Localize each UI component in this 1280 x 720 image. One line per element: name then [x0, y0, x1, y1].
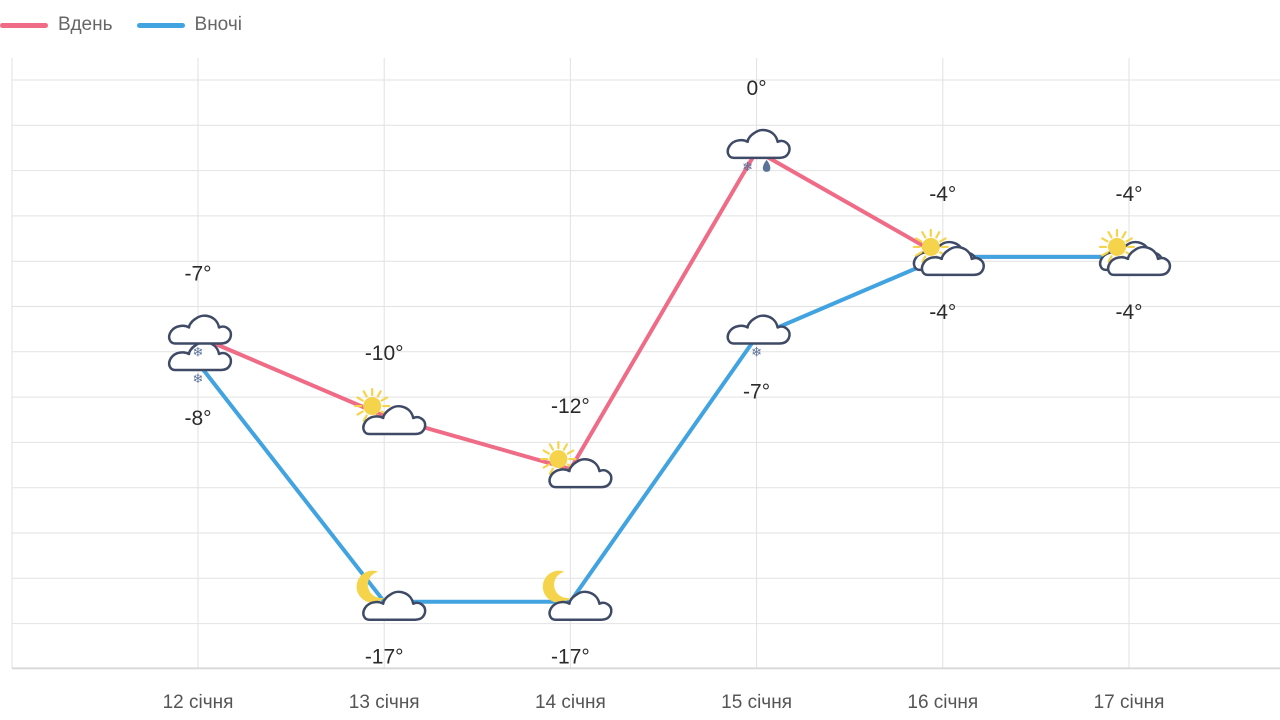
- cloud-shape: [362, 405, 427, 436]
- sun-ray: [921, 231, 927, 239]
- cloud-shape: [167, 341, 233, 372]
- legend-label-night: Вночі: [194, 14, 242, 35]
- sun-ray: [562, 443, 569, 451]
- sun-ray: [542, 463, 550, 469]
- sun-cloud-icon: [912, 228, 985, 277]
- sun-ray: [935, 231, 941, 239]
- cloud-shape: [548, 590, 613, 621]
- moon-cloud-icon: [542, 570, 613, 621]
- sun-cloud-icon: [1098, 228, 1172, 277]
- x-tick-label: 15 січня: [721, 692, 792, 713]
- sun-disc: [363, 397, 382, 416]
- sun-ray: [376, 390, 382, 398]
- data-label-day: -7°: [184, 262, 211, 285]
- sun-ray: [1121, 231, 1127, 239]
- cloud-shape: [726, 128, 791, 160]
- snowflake-glyph: ❄: [193, 371, 204, 386]
- cloud-shape: [362, 590, 427, 621]
- sun-disc: [549, 450, 568, 469]
- sun-ray: [542, 449, 550, 455]
- cloud-shape: [167, 314, 233, 345]
- legend-label-day: Вдень: [58, 14, 113, 35]
- x-tick-label: 13 січня: [349, 692, 420, 713]
- sun-ray: [1107, 231, 1113, 239]
- data-label-day: -10°: [365, 342, 404, 365]
- snowflake-glyph: ❄: [742, 159, 753, 174]
- data-label-night: -4°: [929, 301, 956, 324]
- sun-ray: [1101, 251, 1109, 257]
- cloud-snow-icon: ❄: [726, 314, 791, 359]
- sun-ray: [1107, 255, 1113, 263]
- sun-ray: [380, 396, 389, 402]
- cloud-snow-rain-icon: ❄: [726, 128, 791, 174]
- sun-cloud-icon: [540, 440, 613, 489]
- cloud-shape: [548, 458, 613, 489]
- cloud-snow-icon: ❄: [167, 341, 233, 386]
- snowflake-glyph: ❄: [751, 344, 762, 359]
- snowflake-glyph: ❄: [193, 344, 204, 359]
- x-tick-label: 17 січня: [1094, 692, 1165, 713]
- x-tick-label: 16 січня: [907, 692, 978, 713]
- sun-ray: [914, 251, 923, 257]
- sun-ray: [356, 396, 364, 402]
- legend-item-day[interactable]: Вдень: [0, 14, 113, 36]
- sun-ray: [548, 467, 555, 475]
- cloud-shape: [1106, 245, 1172, 277]
- sun-ray: [548, 443, 555, 451]
- data-label-day: 0°: [747, 77, 767, 100]
- sun-disc: [921, 237, 940, 256]
- data-label-day: -4°: [1115, 183, 1142, 206]
- data-label-night: -17°: [551, 646, 590, 669]
- sun-disc: [1108, 237, 1126, 256]
- chart-legend: Вдень Вночі: [0, 14, 266, 36]
- data-label-night: -7°: [743, 380, 770, 403]
- sun-ray: [356, 410, 364, 416]
- moon-cloud-icon: [356, 570, 427, 621]
- data-label-day: -12°: [551, 395, 590, 418]
- cloud-snow-icon: ❄: [167, 314, 233, 359]
- moon-shape: [542, 570, 571, 603]
- moon-shape: [356, 570, 385, 603]
- sun-ray: [362, 414, 368, 422]
- data-label-night: -4°: [1115, 301, 1142, 324]
- cloud-shape: [920, 245, 985, 277]
- sun-ray: [566, 449, 575, 455]
- sun-ray: [914, 237, 923, 243]
- x-tick-label: 14 січня: [535, 692, 606, 713]
- sun-cloud-icon: [354, 387, 427, 436]
- data-label-night: -8°: [184, 407, 211, 430]
- legend-swatch-day: [0, 22, 48, 28]
- data-label-night: -17°: [365, 646, 404, 669]
- series-line-day: [197, 148, 1129, 472]
- sun-ray: [362, 390, 368, 398]
- cloud-shape: [726, 314, 791, 345]
- sun-ray: [1125, 237, 1133, 243]
- raindrop-shape: [762, 159, 771, 172]
- x-tick-label: 12 січня: [163, 692, 234, 713]
- sun-ray: [939, 237, 947, 243]
- legend-item-night[interactable]: Вночі: [136, 14, 242, 36]
- data-label-day: -4°: [929, 183, 956, 206]
- sun-ray: [921, 255, 927, 263]
- sun-ray: [1101, 237, 1109, 243]
- legend-swatch-night: [136, 22, 185, 28]
